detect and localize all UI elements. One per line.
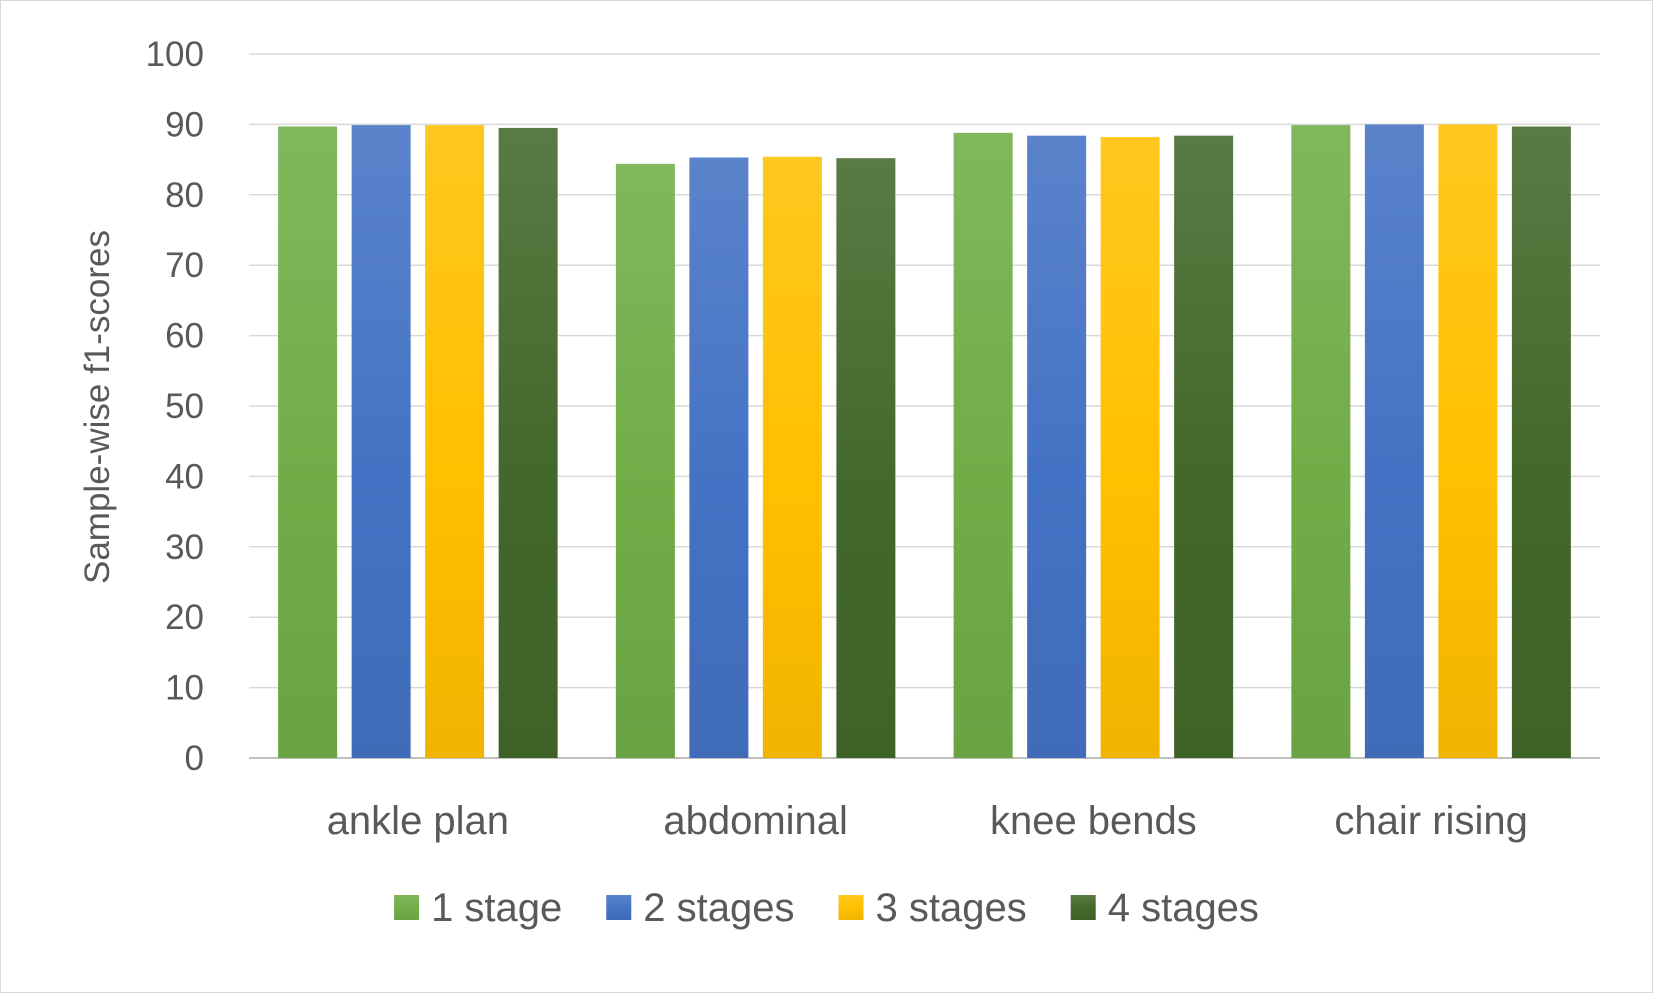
- legend-label: 4 stages: [1108, 886, 1259, 930]
- bar: [1364, 124, 1424, 758]
- bar: [278, 126, 338, 758]
- x-category-label: abdominal: [663, 799, 848, 843]
- bars: [278, 124, 1571, 759]
- bar: [953, 132, 1013, 758]
- legend: 1 stage 2 stages 3 stages 4 stages: [394, 886, 1259, 930]
- bar: [1438, 124, 1498, 758]
- legend-swatch: [394, 895, 420, 920]
- bar: [615, 163, 675, 759]
- legend-label: 1 stage: [431, 886, 562, 930]
- bar: [1100, 137, 1160, 758]
- legend-label: 3 stages: [876, 886, 1027, 930]
- y-tick-label: 60: [165, 317, 204, 356]
- bar: [498, 127, 558, 759]
- bar: [836, 158, 896, 758]
- y-tick-label: 90: [165, 105, 204, 144]
- y-tick-label: 30: [165, 528, 204, 567]
- y-tick-label: 100: [146, 35, 204, 74]
- bar: [351, 125, 411, 758]
- legend-label: 2 stages: [643, 886, 794, 930]
- x-category-label: knee bends: [990, 799, 1197, 843]
- bar: [425, 125, 485, 758]
- bar: [762, 156, 822, 758]
- x-category-label: ankle plan: [327, 799, 509, 843]
- y-tick-label: 0: [185, 739, 204, 778]
- y-tick-label: 70: [165, 246, 204, 285]
- legend-swatch: [1070, 895, 1096, 920]
- x-category-label: chair rising: [1334, 799, 1527, 843]
- y-tick-label: 10: [165, 669, 204, 708]
- x-axis-categories: ankle plan abdominal knee bends chair risin…: [327, 799, 1528, 843]
- y-tick-label: 80: [165, 176, 204, 215]
- y-tick-label: 20: [165, 598, 204, 637]
- y-tick-label: 50: [165, 387, 204, 426]
- bar: [689, 157, 749, 758]
- bar: [1511, 126, 1571, 758]
- bar: [1027, 135, 1087, 758]
- bar: [1174, 135, 1234, 758]
- bar: [1291, 125, 1351, 758]
- legend-swatch: [838, 895, 864, 920]
- y-axis-title: Sample-wise f1-scores: [78, 230, 117, 584]
- y-tick-label: 40: [165, 457, 204, 496]
- legend-swatch: [606, 895, 632, 920]
- y-axis-ticks: 0 10 20 30 40 50 60 70 80 90 100: [146, 35, 204, 778]
